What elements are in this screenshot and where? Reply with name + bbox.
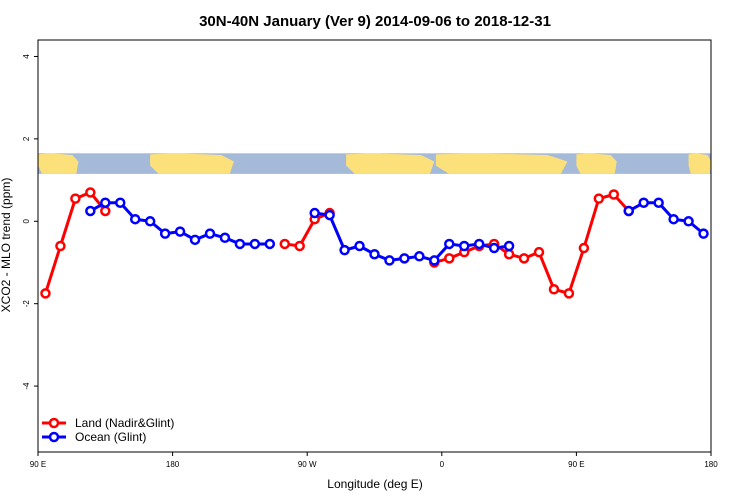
x-tick-label-4: 90 E — [568, 460, 584, 469]
chart-title: 30N-40N January (Ver 9) 2014-09-06 to 20… — [199, 13, 551, 30]
series-0-point-5 — [279, 238, 291, 250]
series-0-point-10 — [444, 253, 455, 264]
series-0-line-1 — [284, 211, 331, 248]
series-0-point-0 — [40, 288, 51, 299]
series-1-point-10 — [234, 238, 246, 250]
series-1-point-7 — [189, 234, 201, 246]
map-strip — [38, 153, 711, 174]
series-0-point-3 — [85, 187, 96, 198]
y-tick-label-0: -4 — [22, 382, 31, 390]
series-0 — [40, 187, 634, 299]
legend-label-0: Land (Nadir&Glint) — [75, 416, 174, 430]
series-1-point-24 — [473, 238, 485, 250]
series-1-point-18 — [384, 255, 395, 266]
series-1-point-32 — [698, 228, 709, 239]
series-1-point-22 — [444, 238, 455, 250]
x-axis-label: Longitude (deg E) — [327, 477, 422, 491]
series-1-point-28 — [638, 197, 649, 208]
series-1-point-3 — [129, 213, 141, 225]
series-layer — [40, 187, 709, 299]
axes: 90 E 180 90 W 0 90 E 180 -4 -2 0 2 4 — [22, 39, 718, 469]
series-1-point-21 — [429, 255, 440, 266]
series-0-point-6 — [294, 240, 305, 252]
series-1-point-12 — [264, 238, 276, 250]
series-1-point-13 — [309, 207, 320, 219]
series-1-point-19 — [399, 253, 410, 264]
y-axis-label: XCO2 - MLO trend (ppm) — [0, 178, 13, 313]
series-0-point-19 — [578, 242, 590, 254]
series-0-point-18 — [563, 288, 575, 299]
series-1-point-20 — [414, 251, 425, 262]
series-1-point-27 — [623, 205, 634, 217]
series-1-point-6 — [174, 226, 186, 237]
legend-marker-0 — [48, 417, 60, 429]
series-0-point-15 — [518, 253, 530, 264]
series-0-point-16 — [533, 246, 545, 258]
y-tick-label-1: -2 — [22, 300, 31, 308]
series-1-point-4 — [144, 216, 156, 227]
map-land-3 — [435, 153, 568, 174]
series-1-point-26 — [503, 240, 515, 252]
x-tick-label-5: 180 — [704, 460, 718, 469]
series-1-point-23 — [458, 240, 470, 252]
y-tick-label-2: 0 — [22, 219, 31, 224]
map-land-5 — [688, 153, 711, 174]
series-1-point-14 — [324, 209, 335, 221]
legend-marker-1 — [48, 431, 60, 443]
y-tick-label-4: 4 — [22, 54, 31, 59]
series-0-point-2 — [70, 193, 81, 204]
series-1-point-9 — [219, 232, 231, 244]
series-1-point-16 — [354, 240, 365, 252]
x-tick-label-1: 180 — [166, 460, 180, 469]
map-land-0 — [38, 153, 79, 174]
map-land-2 — [346, 153, 435, 174]
map-land-1 — [150, 153, 234, 174]
series-1-line-0 — [89, 201, 270, 246]
series-0-point-21 — [608, 189, 620, 200]
legend: Land (Nadir&Glint)Ocean (Glint) — [42, 416, 174, 444]
series-1-point-30 — [668, 213, 679, 225]
series-1-point-5 — [159, 228, 171, 239]
plot-frame — [37, 39, 712, 453]
series-1-point-29 — [653, 197, 664, 208]
series-1-point-1 — [100, 197, 111, 208]
series-0-point-1 — [55, 240, 66, 252]
series-0-point-17 — [548, 284, 560, 295]
series-0-point-20 — [593, 193, 605, 204]
series-1-point-2 — [115, 197, 126, 208]
y-tick-label-3: 2 — [22, 136, 31, 141]
series-1 — [85, 197, 709, 266]
series-1-point-8 — [204, 228, 216, 239]
series-1-point-15 — [339, 244, 350, 256]
x-tick-label-3: 0 — [440, 460, 445, 469]
map-land-4 — [576, 153, 617, 174]
series-1-point-25 — [488, 242, 500, 254]
series-1-point-17 — [369, 248, 380, 260]
series-0-point-14 — [503, 248, 515, 260]
x-tick-label-2: 90 W — [298, 460, 317, 469]
series-1-point-0 — [85, 205, 96, 217]
series-1-point-11 — [249, 238, 261, 250]
series-1-point-31 — [683, 216, 694, 227]
series-0-point-4 — [100, 205, 111, 217]
x-tick-label-0: 90 E — [30, 460, 46, 469]
legend-label-1: Ocean (Glint) — [75, 430, 146, 444]
